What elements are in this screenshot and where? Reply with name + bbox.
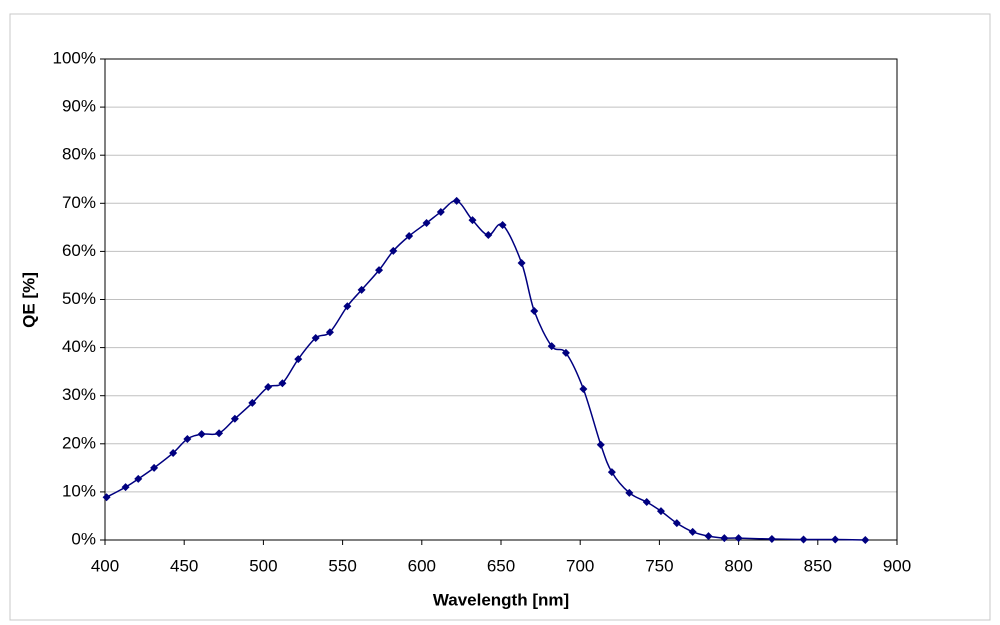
data-point	[596, 440, 605, 449]
data-point	[831, 535, 840, 544]
x-tick-label: 650	[487, 556, 515, 575]
data-point	[642, 498, 651, 507]
y-tick-label: 70%	[62, 193, 96, 212]
data-point	[278, 379, 287, 388]
data-point	[134, 474, 143, 483]
x-tick-label: 400	[91, 556, 119, 575]
x-tick-label: 800	[724, 556, 752, 575]
x-tick-label: 500	[249, 556, 277, 575]
data-point	[561, 348, 570, 357]
data-point	[311, 333, 320, 342]
x-tick-label: 600	[408, 556, 436, 575]
x-tick-label: 900	[883, 556, 911, 575]
y-tick-label: 80%	[62, 145, 96, 164]
data-point	[102, 493, 111, 502]
data-point	[688, 527, 697, 536]
y-axis-title: QE [%]	[19, 272, 38, 328]
data-point	[150, 463, 159, 472]
y-tick-label: 20%	[62, 433, 96, 452]
data-point	[357, 285, 366, 294]
data-point	[436, 207, 445, 216]
y-tick-label: 60%	[62, 241, 96, 260]
y-tick-label: 10%	[62, 481, 96, 500]
data-point	[799, 535, 808, 544]
data-point	[468, 216, 477, 225]
y-tick-label: 0%	[71, 529, 96, 548]
data-point	[861, 536, 870, 544]
data-point	[169, 448, 178, 457]
data-point	[484, 231, 493, 240]
data-point	[517, 258, 526, 267]
data-point	[121, 483, 130, 492]
data-point	[720, 534, 729, 543]
data-point	[215, 429, 224, 438]
data-point	[579, 384, 588, 393]
chart-frame	[9, 13, 991, 621]
data-point	[656, 507, 665, 516]
x-axis-title: Wavelength [nm]	[433, 590, 569, 609]
data-point	[248, 398, 257, 407]
y-tick-label: 40%	[62, 337, 96, 356]
data-point	[405, 232, 414, 241]
data-point	[197, 430, 206, 439]
data-point	[607, 468, 616, 477]
data-point	[498, 220, 507, 229]
y-tick-label: 30%	[62, 385, 96, 404]
data-point	[422, 219, 431, 228]
x-tick-label: 750	[645, 556, 673, 575]
x-tick-label: 850	[804, 556, 832, 575]
data-point	[294, 355, 303, 364]
data-point	[734, 534, 743, 543]
data-point	[625, 488, 634, 497]
data-point	[452, 196, 461, 205]
data-point	[375, 266, 384, 275]
data-point	[389, 246, 398, 255]
data-point	[767, 535, 776, 544]
plot-border	[104, 58, 898, 541]
data-point	[343, 302, 352, 311]
x-tick-label: 450	[170, 556, 198, 575]
data-point	[547, 342, 556, 351]
y-tick-label: 50%	[62, 289, 96, 308]
data-point	[264, 383, 273, 392]
x-tick-label: 700	[566, 556, 594, 575]
data-point	[183, 434, 192, 443]
data-point	[704, 532, 713, 541]
x-tick-label: 550	[328, 556, 356, 575]
data-point	[672, 519, 681, 528]
data-point	[325, 328, 334, 337]
y-tick-label: 90%	[62, 97, 96, 116]
y-tick-label: 100%	[53, 48, 96, 67]
data-point	[230, 414, 239, 423]
data-point	[530, 307, 539, 316]
